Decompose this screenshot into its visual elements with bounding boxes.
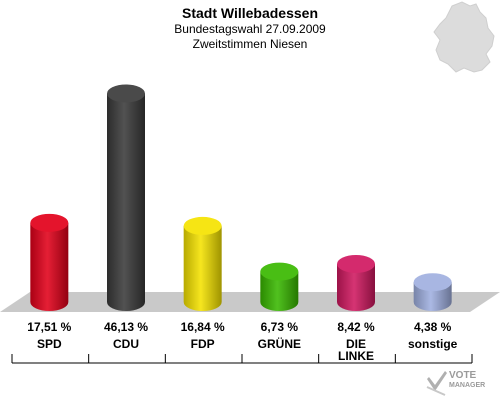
chart-subtitle-2: Zweitstimmen Niesen — [192, 37, 308, 51]
bar-body — [30, 222, 69, 311]
bar-top — [260, 262, 299, 281]
bar-body — [183, 225, 222, 311]
bar-body — [337, 263, 375, 311]
chart-subtitle: Bundestagswahl 27.09.2009 — [174, 22, 326, 36]
logo-text-vote: VOTE — [449, 370, 477, 381]
bar-top — [413, 273, 452, 292]
category-label: sonstige — [407, 337, 458, 351]
value-label: 46,13 % — [103, 320, 149, 334]
value-label: 16,84 % — [180, 320, 225, 334]
chart-title: Stadt Willebadessen — [181, 5, 319, 21]
bar-fdp — [183, 216, 222, 311]
bar-grüne — [260, 262, 299, 311]
value-label: 6,73 % — [260, 320, 298, 334]
category-label: FDP — [190, 337, 215, 351]
bar-body — [107, 93, 145, 311]
vote-manager-check-icon — [426, 371, 447, 396]
logo-text-manager: MANAGER — [449, 382, 486, 389]
bar-sonstige — [413, 273, 452, 311]
bar-die-linke — [337, 254, 375, 311]
bar-spd — [30, 213, 69, 311]
bar-top — [337, 254, 375, 273]
bar-top — [183, 216, 222, 235]
value-label: 4,38 % — [413, 320, 452, 334]
value-label: 8,42 % — [337, 320, 375, 334]
category-label: CDU — [113, 337, 139, 351]
value-label: 17,51 % — [27, 320, 72, 334]
vote-manager-logo: VOTE MANAGER — [425, 367, 500, 397]
bar-cdu — [107, 84, 145, 311]
bar-top — [107, 84, 145, 103]
bar-top — [30, 213, 69, 232]
category-label: SPD — [36, 337, 62, 351]
category-label: DIE LINKE — [338, 337, 374, 363]
bar-body — [260, 271, 299, 311]
category-label: GRÜNE — [257, 337, 301, 351]
